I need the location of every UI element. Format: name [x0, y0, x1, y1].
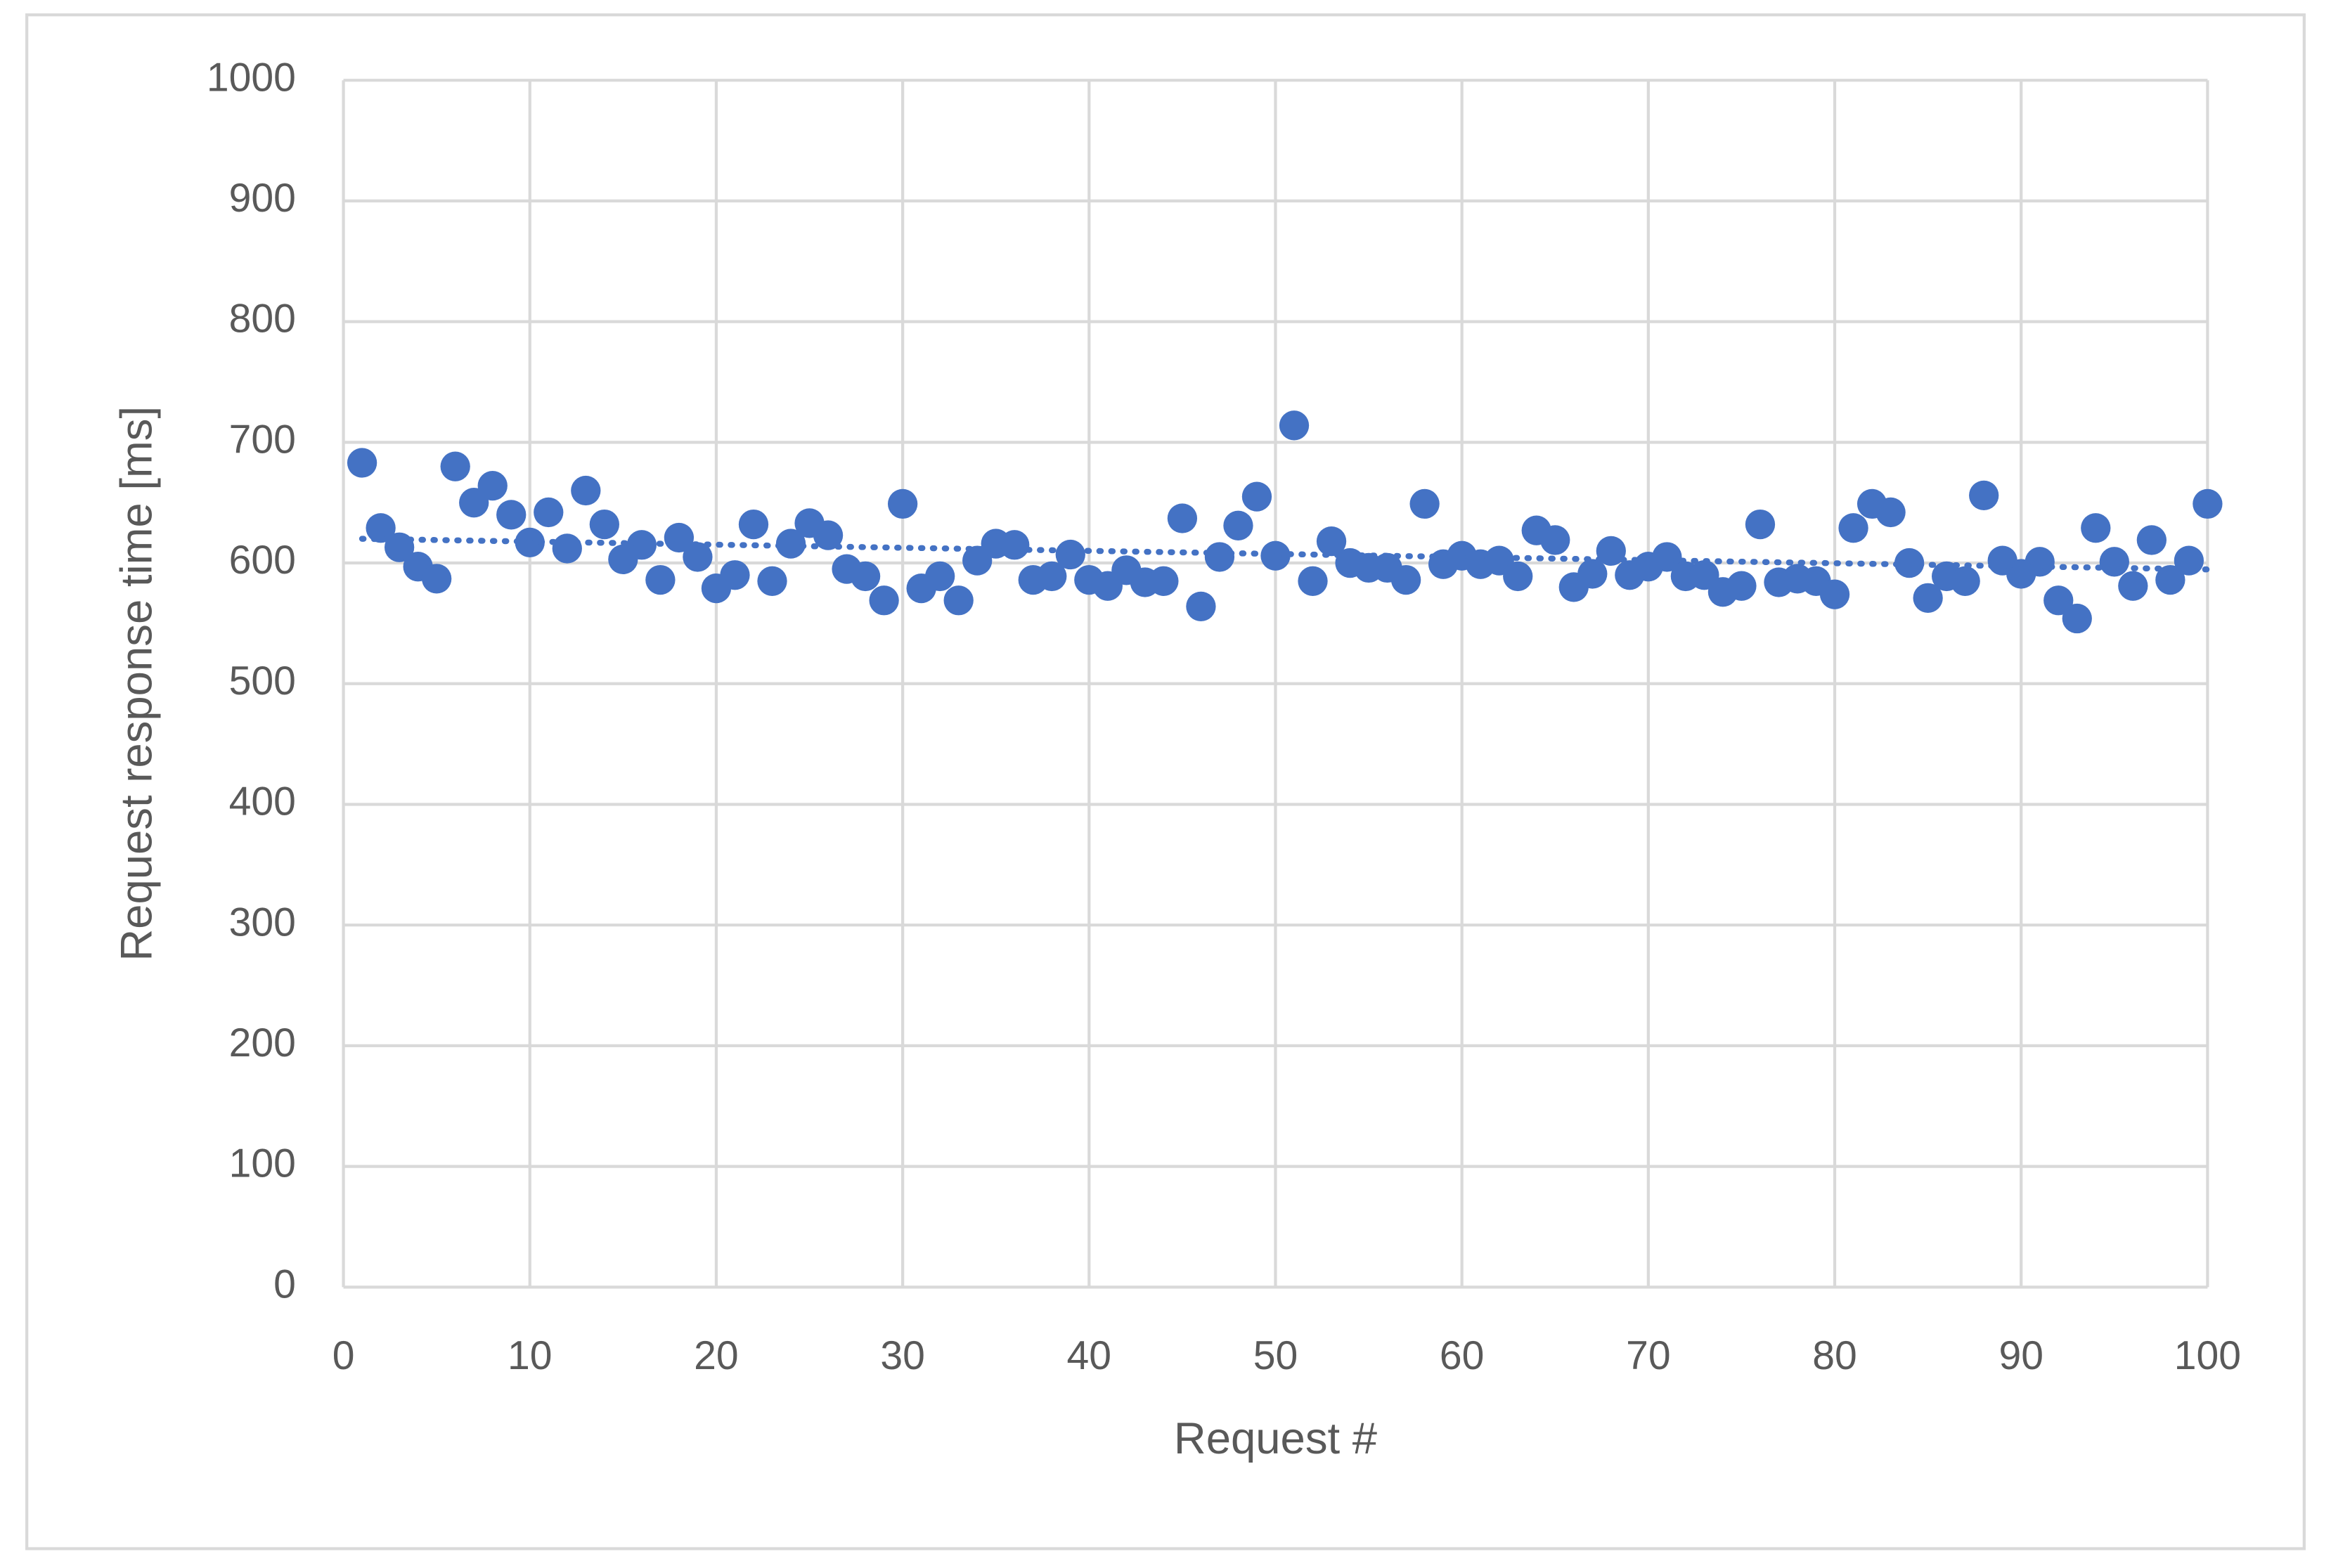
point: [887, 488, 918, 519]
y-tick-label: 900: [229, 176, 296, 221]
point: [477, 471, 508, 501]
point: [1241, 481, 1272, 512]
point: [1000, 530, 1030, 560]
point: [683, 542, 713, 572]
point: [1279, 410, 1310, 441]
point: [1149, 566, 1179, 596]
x-tick-label: 90: [1999, 1333, 2043, 1378]
chart-frame: [25, 13, 2306, 1550]
x-tick-label: 70: [1626, 1333, 1670, 1378]
point: [1409, 488, 1440, 519]
point: [2193, 488, 2223, 519]
trendline: [359, 536, 2211, 573]
point: [1819, 579, 1850, 609]
x-tick-label: 20: [694, 1333, 739, 1378]
point: [925, 561, 955, 592]
x-tick-label: 30: [880, 1333, 925, 1378]
y-tick-label: 300: [229, 900, 296, 945]
x-tick-label: 60: [1440, 1333, 1485, 1378]
point: [2099, 547, 2129, 577]
x-tick-label: 40: [1067, 1333, 1112, 1378]
point: [1745, 509, 1776, 540]
point: [2118, 571, 2148, 601]
point: [2174, 545, 2204, 576]
point: [1969, 480, 1999, 511]
point: [1055, 539, 1085, 570]
point: [422, 564, 452, 594]
point: [1316, 526, 1347, 557]
point: [626, 530, 657, 560]
point: [757, 566, 787, 596]
point: [1950, 566, 1980, 596]
point: [813, 520, 844, 550]
point: [534, 497, 564, 528]
point: [496, 500, 527, 530]
point: [1186, 591, 1216, 622]
point: [1503, 561, 1533, 592]
point: [1204, 542, 1235, 572]
point: [1838, 513, 1868, 543]
point: [552, 533, 582, 564]
point: [1037, 561, 1067, 592]
point: [1875, 497, 1906, 528]
point: [1298, 566, 1328, 596]
point: [943, 585, 974, 616]
y-tick-label: 100: [229, 1141, 296, 1186]
point: [720, 560, 750, 590]
point: [2136, 525, 2167, 555]
point: [1652, 542, 1682, 572]
point: [2155, 564, 2185, 595]
x-tick-label: 100: [2174, 1333, 2241, 1378]
point: [1540, 525, 1570, 555]
point: [440, 451, 470, 481]
point: [2062, 603, 2092, 634]
point: [1223, 510, 1253, 540]
point: [645, 564, 676, 595]
y-tick-label: 200: [229, 1021, 296, 1065]
point: [589, 509, 619, 540]
point: [1596, 536, 1626, 566]
point: [1167, 503, 1198, 533]
x-tick-label: 10: [508, 1333, 553, 1378]
point: [2043, 585, 2074, 616]
x-axis-title: Request #: [1174, 1414, 1377, 1463]
point: [1726, 571, 1757, 601]
y-tick-label: 800: [229, 297, 296, 342]
point: [366, 513, 396, 543]
point: [738, 509, 769, 540]
y-tick-label: 700: [229, 417, 296, 462]
x-tick-label: 50: [1253, 1333, 1298, 1378]
point: [1390, 564, 1421, 595]
point: [2025, 547, 2055, 577]
point: [347, 448, 377, 478]
y-axis-title: Request response time [ms]: [112, 406, 162, 961]
point: [571, 475, 601, 506]
y-tick-label: 500: [229, 659, 296, 704]
point: [2081, 513, 2111, 543]
point: [850, 561, 881, 592]
x-tick-label: 80: [1812, 1333, 1857, 1378]
y-tick-label: 1000: [207, 55, 296, 100]
y-tick-label: 0: [273, 1262, 296, 1307]
point: [1913, 583, 1943, 613]
x-tick-label: 0: [332, 1333, 355, 1378]
point: [869, 585, 899, 616]
point: [1577, 559, 1608, 589]
y-tick-label: 600: [229, 538, 296, 583]
y-tick-label: 400: [229, 779, 296, 824]
